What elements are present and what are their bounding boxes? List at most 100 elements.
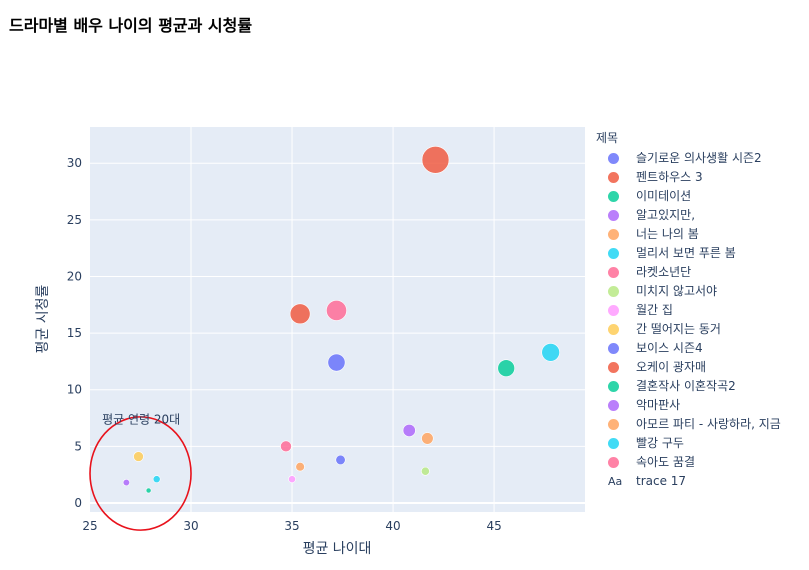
legend-marker-icon: [608, 305, 619, 316]
legend-item-label: 악마판사: [636, 398, 681, 412]
legend-swatch: [596, 415, 636, 434]
legend-marker-icon: [608, 381, 619, 392]
legend-item[interactable]: 아모르 파티 - 사랑하라, 지금: [596, 415, 781, 434]
legend-swatch: [596, 301, 636, 320]
x-axis-label: 평균 나이대: [303, 541, 372, 557]
data-point[interactable]: 너는 나의 봄: [295, 462, 305, 472]
legend-item-label: 오케이 광자매: [636, 360, 707, 374]
legend-marker-icon: [608, 248, 619, 259]
legend-marker-icon: [608, 286, 619, 297]
legend-item[interactable]: 멀리서 보면 푸른 봄: [596, 244, 781, 263]
tick-labels: 25 30 35 40 45 0 5 10 15 20 25 30: [67, 156, 502, 533]
legend-marker-icon: [608, 438, 619, 449]
legend-item[interactable]: 간 떨어지는 동거: [596, 320, 781, 339]
legend-swatch: [596, 396, 636, 415]
y-axis-label: 평균 시청률: [35, 284, 51, 353]
legend-marker-icon: [608, 400, 619, 411]
x-tick-label: 40: [385, 519, 400, 533]
data-point[interactable]: 간 떨어지는 동거: [133, 451, 144, 462]
legend-swatch: [596, 149, 636, 168]
data-point[interactable]: 펜트하우스 3: [421, 146, 450, 174]
data-point[interactable]: 슬기로운 의사생활 시즌2: [327, 353, 346, 372]
legend-swatch: [596, 453, 636, 472]
legend-item[interactable]: 라켓소년단: [596, 263, 781, 282]
legend-swatch: [596, 358, 636, 377]
legend-swatch: [596, 320, 636, 339]
legend-item[interactable]: 슬기로운 의사생활 시즌2: [596, 149, 781, 168]
legend-item-label: 결혼작사 이혼작곡2: [636, 379, 736, 393]
legend-marker-icon: [608, 153, 619, 164]
legend-item[interactable]: 너는 나의 봄: [596, 225, 781, 244]
data-point[interactable]: 오케이 광자매: [289, 303, 311, 325]
legend-item-label: 라켓소년단: [636, 265, 692, 279]
legend-item[interactable]: 이미테이션: [596, 187, 781, 206]
data-point[interactable]: 월간 집: [288, 475, 296, 484]
legend-item[interactable]: 펜트하우스 3: [596, 168, 781, 187]
y-tick-label: 20: [67, 269, 82, 283]
annotation-text: 평균 연령 20대: [102, 413, 180, 427]
legend-item-label: 알고있지만,: [636, 208, 696, 222]
legend-item[interactable]: 월간 집: [596, 301, 781, 320]
legend-item-label: 간 떨어지는 동거: [636, 322, 721, 336]
legend-item-label: 빨강 구두: [636, 436, 684, 450]
legend-swatch: Aa: [596, 472, 636, 491]
legend-item[interactable]: 보이스 시즌4: [596, 339, 781, 358]
legend-swatch: [596, 434, 636, 453]
chart-title: 드라마별 배우 나이의 평균과 시청률: [9, 16, 253, 35]
legend-item[interactable]: 속아도 꿈결: [596, 453, 781, 472]
legend-marker-icon: [608, 172, 619, 183]
legend-item[interactable]: 빨강 구두: [596, 434, 781, 453]
legend-item[interactable]: 결혼작사 이혼작곡2: [596, 377, 781, 396]
data-point[interactable]: 아모르 파티 - 사랑하라, 지금: [421, 432, 434, 445]
y-tick-label: 15: [67, 326, 82, 340]
legend-swatch: [596, 168, 636, 187]
legend-item[interactable]: 알고있지만,: [596, 206, 781, 225]
legend-swatch: [596, 339, 636, 358]
legend-marker-icon: [608, 343, 619, 354]
y-tick-label: 5: [74, 439, 82, 453]
annotation-layer: 평균 연령 20대: [89, 413, 192, 531]
legend-item-label: 슬기로운 의사생활 시즌2: [636, 151, 762, 165]
x-tick-label: 30: [183, 519, 198, 533]
legend-item-label: 펜트하우스 3: [636, 170, 703, 184]
legend-item[interactable]: 악마판사: [596, 396, 781, 415]
data-point[interactable]: 보이스 시즌4: [335, 454, 346, 465]
legend-swatch: [596, 206, 636, 225]
legend-item[interactable]: 오케이 광자매: [596, 358, 781, 377]
legend-marker-icon: [608, 191, 619, 202]
legend-marker-icon: [608, 457, 619, 468]
data-point[interactable]: 속아도 꿈결: [326, 300, 347, 321]
data-point[interactable]: 이미테이션: [145, 487, 152, 494]
data-point[interactable]: 멀리서 보면 푸른 봄: [152, 475, 161, 484]
legend-item-label: 보이스 시즌4: [636, 341, 703, 355]
legend-item-label: trace 17: [636, 474, 687, 488]
legend-item-label: 이미테이션: [636, 189, 692, 203]
text-trace-icon: Aa: [608, 475, 623, 488]
legend-item-label: 속아도 꿈결: [636, 455, 696, 469]
legend-swatch: [596, 377, 636, 396]
legend-marker-icon: [608, 324, 619, 335]
legend-item-label: 아모르 파티 - 사랑하라, 지금: [636, 417, 781, 431]
legend-swatch: [596, 225, 636, 244]
y-tick-label: 30: [67, 156, 82, 170]
x-tick-label: 35: [284, 519, 299, 533]
data-point[interactable]: 빨강 구두: [541, 343, 560, 362]
data-point[interactable]: 알고있지만,: [122, 478, 130, 487]
legend-item[interactable]: 미치지 않고서야: [596, 282, 781, 301]
legend-marker-icon: [608, 210, 619, 221]
legend-item-label: 너는 나의 봄: [636, 227, 699, 241]
legend-item[interactable]: Aa trace 17: [596, 472, 781, 491]
legend-title: 제목: [596, 131, 619, 145]
x-tick-label: 45: [486, 519, 501, 533]
legend-item-label: 월간 집: [636, 303, 673, 317]
legend-swatch: [596, 244, 636, 263]
legend-marker-icon: [608, 267, 619, 278]
data-point[interactable]: 결혼작사 이혼작곡2: [497, 359, 515, 377]
data-point[interactable]: 악마판사: [402, 423, 416, 437]
legend-item-label: 미치지 않고서야: [636, 284, 718, 298]
data-point[interactable]: 라켓소년단: [280, 440, 292, 453]
data-point[interactable]: 미치지 않고서야: [420, 466, 430, 476]
x-tick-label: 25: [82, 519, 97, 533]
